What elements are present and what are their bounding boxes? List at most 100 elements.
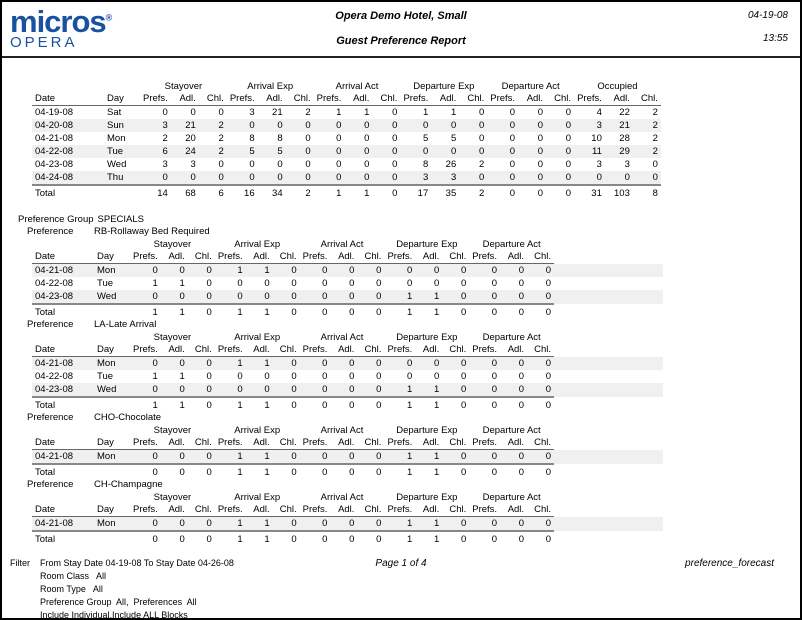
total-value-cell: 1 — [130, 396, 161, 412]
filter-line: Room Class All — [40, 571, 107, 581]
sub-column-header: Prefs. — [130, 343, 161, 357]
day-cell: Mon — [94, 356, 130, 370]
value-cell: 3 — [249, 107, 255, 118]
sub-column-header: Prefs. — [214, 436, 246, 450]
logo-subtitle: OPERA — [10, 34, 78, 51]
value-cell: 0 — [330, 290, 358, 304]
sub-column-header: Chl. — [442, 436, 470, 450]
value-cell: 0 — [349, 278, 355, 289]
total-value-cell: 0 — [299, 396, 331, 412]
value-cell: 0 — [364, 159, 370, 170]
value-cell: 0 — [344, 145, 373, 158]
date-column-header: Date — [32, 92, 104, 106]
value-cell: 0 — [272, 449, 300, 464]
value-cell: 0 — [299, 516, 331, 531]
sub-column-header: Chl. — [187, 503, 215, 517]
total-row: Total 0 0 0 1 1 0 0 0 0 1 1 0 0 0 0 — [32, 463, 663, 479]
value-cell: 0 — [130, 263, 161, 277]
value-cell: 0 — [392, 159, 398, 170]
sub-column-header: Prefs. — [299, 250, 331, 264]
sub-column-header: Chl. — [357, 436, 385, 450]
value-cell: 0 — [400, 145, 432, 158]
sub-column-header: Adl. — [431, 92, 460, 106]
value-cell: 2 — [162, 133, 168, 144]
sub-column-header: Prefs. — [574, 92, 605, 106]
report-date: 04-19-08 — [747, 10, 788, 21]
total-spacer — [104, 184, 140, 200]
sub-column-header: Prefs. — [384, 343, 416, 357]
total-value-cell: 0 — [187, 463, 215, 479]
value-cell: 2 — [305, 107, 311, 118]
date-cell: 04-21-08 — [32, 263, 94, 277]
column-group-header: Departure Exp — [413, 80, 475, 92]
total-value-cell: 0 — [330, 396, 358, 412]
value-cell: 1 — [415, 290, 443, 304]
total-value-cell: 0 — [442, 303, 470, 319]
total-value-cell: 0 — [487, 184, 519, 200]
sub-column-header: Chl. — [357, 343, 385, 357]
value-cell: 21 — [170, 119, 199, 132]
value-cell: 24 — [170, 145, 199, 158]
total-value-cell: 0 — [130, 530, 161, 546]
sub-column-header: Prefs. — [214, 503, 246, 517]
preference-label: Preference — [27, 226, 74, 237]
sub-column-header: Prefs. — [130, 436, 161, 450]
sub-column-header: Prefs. — [299, 436, 331, 450]
total-value-cell: 0 — [187, 396, 215, 412]
total-value-cell: 0 — [299, 530, 331, 546]
value-cell: 0 — [518, 371, 525, 382]
value-cell: 0 — [277, 159, 283, 170]
total-value-cell: 17 — [400, 184, 432, 200]
value-cell: 0 — [285, 119, 314, 132]
sub-column-header: Adl. — [245, 250, 273, 264]
table-row: 04-24-08 Thu 0 0 0 0 0 0 0 0 0 3 3 0 0 0 0 0 0 0 — [32, 171, 661, 185]
value-cell: 3 — [431, 171, 460, 185]
date-column-header: Date — [32, 343, 94, 357]
day-cell: Thu — [104, 171, 140, 185]
value-cell: 0 — [537, 133, 544, 144]
report-titles: Opera Demo Hotel, Small Guest Preference… — [2, 2, 800, 47]
column-group-header: Occupied — [597, 80, 638, 92]
value-cell: 0 — [130, 383, 161, 397]
filler-cell — [554, 331, 663, 343]
total-value-cell: 1 — [415, 303, 443, 319]
value-cell: 0 — [272, 383, 300, 397]
preference-name: LA-Late Arrival — [94, 319, 157, 330]
value-cell: 0 — [487, 119, 519, 132]
date-column-header: Date — [32, 436, 94, 450]
total-label: Total — [32, 530, 94, 546]
sub-column-header: Adl. — [500, 503, 528, 517]
total-value-cell: 1 — [214, 303, 246, 319]
total-value-cell: 1 — [415, 463, 443, 479]
filler-cell — [554, 263, 664, 277]
value-cell: 0 — [336, 133, 342, 144]
value-cell: 0 — [330, 263, 358, 277]
value-cell: 21 — [272, 107, 283, 118]
value-cell: 0 — [509, 133, 516, 144]
value-cell: 0 — [257, 119, 286, 132]
filter-line: Preference Group All, Preferences All — [40, 597, 197, 607]
sub-column-header: Prefs. — [299, 503, 331, 517]
value-cell: 0 — [237, 278, 243, 289]
value-cell: 0 — [187, 516, 215, 531]
value-cell: 28 — [619, 133, 630, 144]
forecast-summary-table: Stayover Arrival Exp Arrival Act Departure … — [32, 80, 661, 200]
total-value-cell: 34 — [257, 184, 286, 200]
value-cell: 2 — [218, 133, 224, 144]
total-value-cell: 0 — [357, 530, 385, 546]
value-cell: 0 — [604, 171, 633, 185]
total-label: Total — [32, 396, 94, 412]
value-cell: 0 — [527, 356, 555, 370]
value-cell: 0 — [527, 263, 555, 277]
value-cell: 2 — [652, 133, 658, 144]
value-cell: 0 — [313, 119, 345, 132]
value-cell: 0 — [459, 119, 488, 132]
sub-column-header: Prefs. — [140, 92, 171, 106]
value-cell: 0 — [431, 145, 460, 158]
sub-column-header: Prefs. — [400, 92, 432, 106]
preference-group-value: SPECIALS — [97, 214, 144, 225]
value-cell: 0 — [187, 290, 215, 304]
day-column-header: Day — [94, 343, 130, 357]
column-group-header: Departure Act — [482, 331, 541, 343]
